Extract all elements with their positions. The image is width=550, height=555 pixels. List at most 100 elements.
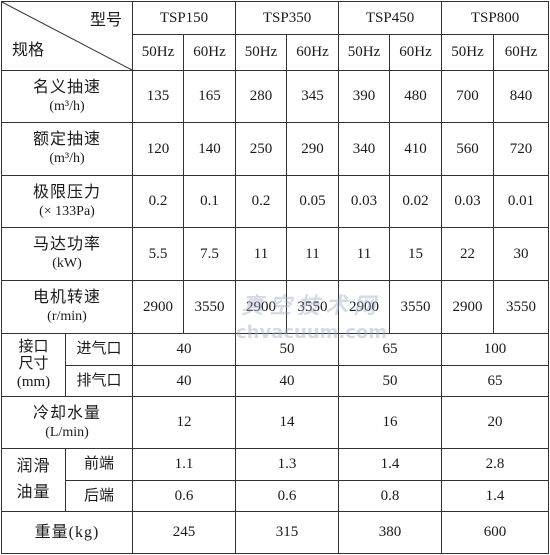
row-rated-speed: 额定抽速 (m³/h) 120 140 250 290 340 410 560 … (1, 122, 550, 176)
row-port-inlet: 接口 尺寸 (mm) 进气口 40 50 65 100 (1, 333, 550, 397)
value-cell: 2900 (235, 280, 288, 334)
row-motor-speed: 电机转速 (r/min) 2900 3550 2900 3550 2900 35… (1, 280, 550, 334)
value-cell: 2900 (132, 280, 184, 334)
row-label-lubricant: 润滑 油量 (1, 448, 66, 512)
row-ultimate-pressure: 极限压力 (× 133Pa) 0.2 0.1 0.2 0.05 0.03 0.0… (1, 175, 550, 228)
value-cell: 3550 (286, 280, 340, 334)
sublabel-rear: 后端 (65, 480, 133, 512)
row-nominal-speed: 名义抽速 (m³/h) 135 165 280 345 390 480 700 … (1, 70, 550, 123)
value-cell: 11 (286, 227, 340, 281)
value-cell: 245 (131, 511, 237, 554)
label-text: 名义抽速 (32, 78, 101, 96)
corner-model-label: 型号 (89, 12, 122, 29)
label-text: 电机转速 (32, 289, 101, 307)
value-cell: 1.4 (338, 448, 443, 481)
value-cell: 315 (235, 511, 340, 554)
model-header-tsp150: TSP150 (131, 1, 237, 35)
value-cell: 7.5 (182, 227, 237, 281)
row-port-outlet: 排气口 40 40 50 65 (2, 365, 550, 397)
sublabel-front: 前端 (65, 448, 133, 481)
model-header-tsp350: TSP350 (235, 1, 340, 35)
value-cell: 3550 (493, 280, 550, 334)
value-cell: 345 (286, 70, 340, 123)
value-cell: 3550 (182, 280, 237, 334)
value-cell: 0.01 (493, 175, 550, 228)
value-cell: 2900 (441, 280, 495, 334)
value-cell: 165 (182, 70, 237, 123)
value-cell: 65 (338, 333, 443, 366)
label-text: 尺寸 (18, 356, 49, 373)
value-cell: 65 (441, 365, 550, 397)
label-unit: (m³/h) (49, 98, 85, 114)
row-weight: 重量(kg) 245 315 380 600 (1, 511, 550, 554)
label-text: 接口 (18, 339, 49, 356)
freq-50hz-cell: 50Hz (441, 34, 495, 71)
value-cell: 1.1 (131, 448, 237, 481)
value-cell: 280 (235, 70, 288, 123)
value-cell: 11 (338, 227, 391, 281)
label-unit: (mm) (16, 373, 51, 390)
label-text: 润滑 (16, 457, 51, 475)
freq-60hz-cell: 60Hz (286, 34, 340, 71)
value-cell: 40 (131, 365, 237, 397)
freq-50hz-cell: 50Hz (235, 34, 288, 71)
value-cell: 600 (441, 511, 550, 554)
value-cell: 135 (132, 70, 184, 123)
label-unit: (× 133Pa) (39, 203, 95, 219)
label-unit: (m³/h) (49, 151, 85, 167)
corner-diagonal-line (2, 2, 132, 70)
value-cell: 5.5 (132, 227, 184, 281)
row-label-nominal-speed: 名义抽速 (m³/h) (1, 70, 133, 123)
value-cell: 0.03 (441, 175, 495, 228)
value-cell: 50 (235, 333, 340, 366)
header-row-frequency: 50Hz 60Hz 50Hz 60Hz 50Hz 60Hz 50Hz 60Hz (2, 34, 550, 71)
freq-60hz-cell: 60Hz (182, 34, 237, 71)
header-row-models: 型号 规格 TSP150 TSP350 TSP450 TSP800 (1, 1, 550, 71)
value-cell: 2.8 (441, 448, 550, 481)
row-motor-power: 马达功率 (kW) 5.5 7.5 11 11 11 15 22 30 (1, 227, 550, 281)
value-cell: 16 (338, 396, 443, 449)
label-text: 马达功率 (32, 236, 101, 254)
row-label-motor-speed: 电机转速 (r/min) (1, 280, 133, 334)
value-cell: 480 (389, 70, 443, 123)
value-cell: 390 (338, 70, 391, 123)
value-cell: 22 (441, 227, 495, 281)
value-cell: 1.4 (441, 480, 550, 512)
freq-50hz-cell: 50Hz (338, 34, 391, 71)
value-cell: 560 (441, 122, 495, 176)
value-cell: 30 (493, 227, 550, 281)
value-cell: 15 (389, 227, 443, 281)
row-label-weight: 重量(kg) (1, 511, 133, 554)
value-cell: 20 (441, 396, 550, 449)
label-text: 极限压力 (32, 183, 101, 201)
value-cell: 840 (493, 70, 550, 123)
row-label-rated-speed: 额定抽速 (m³/h) (1, 122, 133, 176)
label-text: 额定抽速 (32, 131, 101, 149)
value-cell: 0.6 (131, 480, 237, 512)
value-cell: 40 (235, 365, 340, 397)
value-cell: 0.6 (235, 480, 340, 512)
sublabel-outlet: 排气口 (65, 365, 133, 397)
value-cell: 720 (493, 122, 550, 176)
value-cell: 0.03 (338, 175, 391, 228)
value-cell: 250 (235, 122, 288, 176)
row-label-cooling-water: 冷却水量 (L/min) (1, 396, 133, 449)
value-cell: 12 (131, 396, 237, 449)
value-cell: 1.3 (235, 448, 340, 481)
corner-spec-label: 规格 (12, 42, 45, 59)
value-cell: 290 (286, 122, 340, 176)
row-label-port-size: 接口 尺寸 (mm) (1, 333, 66, 397)
label-unit: (kW) (52, 256, 82, 272)
freq-50hz-cell: 50Hz (132, 34, 184, 71)
value-cell: 2900 (338, 280, 391, 334)
value-cell: 380 (338, 511, 443, 554)
value-cell: 0.05 (286, 175, 340, 228)
row-lubricant-front: 润滑 油量 前端 1.1 1.3 1.4 2.8 (1, 448, 550, 512)
value-cell: 340 (338, 122, 391, 176)
label-text: 重量(kg) (34, 523, 100, 541)
model-header-tsp450: TSP450 (338, 1, 443, 35)
value-cell: 0.02 (389, 175, 443, 228)
model-header-tsp800: TSP800 (441, 1, 550, 35)
row-cooling-water: 冷却水量 (L/min) 12 14 16 20 (1, 396, 550, 449)
